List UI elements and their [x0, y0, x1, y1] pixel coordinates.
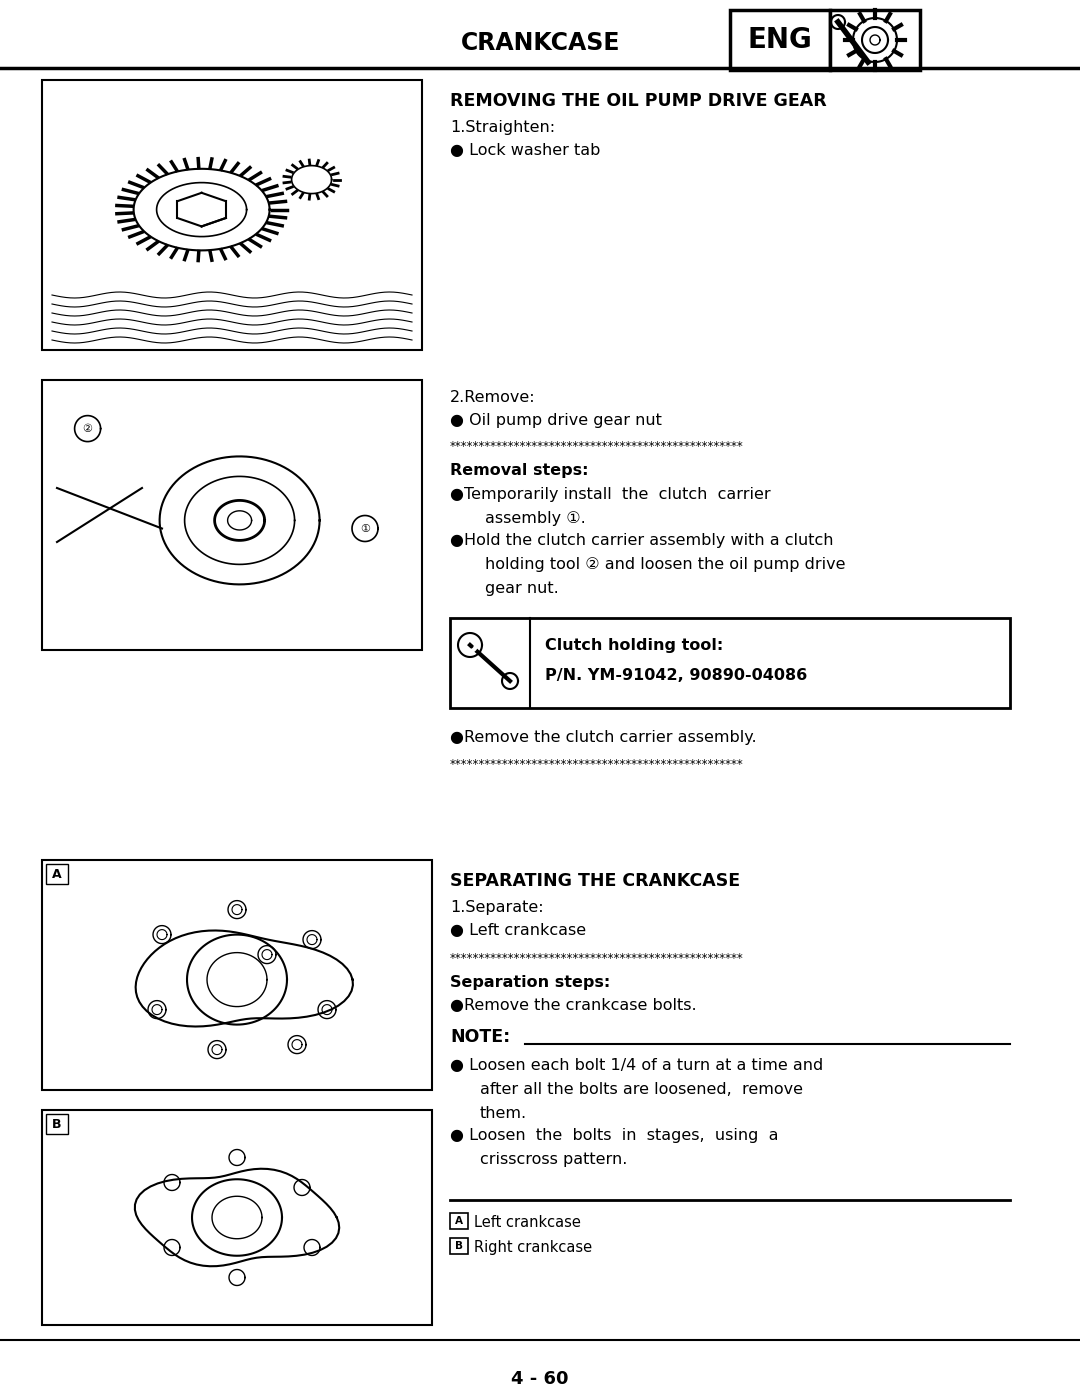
Bar — [42, 380, 422, 650]
Bar — [450, 1238, 468, 1255]
Text: CRANKCASE: CRANKCASE — [460, 31, 620, 54]
Text: ①: ① — [360, 524, 370, 534]
Text: ●Temporarily install  the  clutch  carrier: ●Temporarily install the clutch carrier — [450, 488, 771, 502]
Text: Clutch holding tool:: Clutch holding tool: — [545, 638, 724, 652]
Bar — [42, 1111, 432, 1324]
Text: holding tool ② and loosen the oil pump drive: holding tool ② and loosen the oil pump d… — [485, 557, 846, 571]
Bar — [730, 10, 831, 70]
Text: 1.Separate:: 1.Separate: — [450, 900, 543, 915]
Bar — [46, 863, 68, 884]
Text: ●Remove the crankcase bolts.: ●Remove the crankcase bolts. — [450, 997, 697, 1013]
Text: **************************************************: ****************************************… — [450, 759, 744, 771]
Text: REMOVING THE OIL PUMP DRIVE GEAR: REMOVING THE OIL PUMP DRIVE GEAR — [450, 92, 827, 110]
Text: ● Left crankcase: ● Left crankcase — [450, 923, 586, 937]
Text: NOTE:: NOTE: — [450, 1028, 510, 1046]
Text: after all the bolts are loosened,  remove: after all the bolts are loosened, remove — [480, 1083, 804, 1097]
Text: 2.Remove:: 2.Remove: — [450, 390, 536, 405]
Text: ENG: ENG — [747, 27, 812, 54]
Text: ●Remove the clutch carrier assembly.: ●Remove the clutch carrier assembly. — [450, 731, 757, 745]
Text: **************************************************: ****************************************… — [450, 951, 744, 965]
Bar — [42, 80, 422, 351]
Text: Removal steps:: Removal steps: — [450, 462, 589, 478]
Text: ●Hold the clutch carrier assembly with a clutch: ●Hold the clutch carrier assembly with a… — [450, 534, 834, 548]
Text: ● Oil pump drive gear nut: ● Oil pump drive gear nut — [450, 414, 662, 427]
Text: 4 - 60: 4 - 60 — [511, 1370, 569, 1389]
Bar — [831, 10, 920, 70]
Bar — [450, 1213, 468, 1229]
Text: 1.Straighten:: 1.Straighten: — [450, 120, 555, 136]
Text: A: A — [52, 868, 62, 880]
Text: Left crankcase: Left crankcase — [474, 1215, 581, 1229]
Text: Right crankcase: Right crankcase — [474, 1241, 592, 1255]
Bar — [42, 861, 432, 1090]
Text: ②: ② — [82, 423, 93, 433]
Text: gear nut.: gear nut. — [485, 581, 558, 597]
Text: assembly ①.: assembly ①. — [485, 511, 585, 527]
Text: A: A — [455, 1215, 463, 1227]
Text: B: B — [455, 1241, 463, 1250]
Text: ● Loosen  the  bolts  in  stages,  using  a: ● Loosen the bolts in stages, using a — [450, 1127, 779, 1143]
Text: them.: them. — [480, 1106, 527, 1120]
Text: P/N. YM-91042, 90890-04086: P/N. YM-91042, 90890-04086 — [545, 668, 807, 683]
Text: crisscross pattern.: crisscross pattern. — [480, 1153, 627, 1166]
Text: B: B — [52, 1118, 62, 1130]
Text: ● Loosen each bolt 1/4 of a turn at a time and: ● Loosen each bolt 1/4 of a turn at a ti… — [450, 1058, 823, 1073]
Text: SEPARATING THE CRANKCASE: SEPARATING THE CRANKCASE — [450, 872, 740, 890]
Bar — [46, 1113, 68, 1134]
Text: ● Lock washer tab: ● Lock washer tab — [450, 142, 600, 158]
Text: **************************************************: ****************************************… — [450, 440, 744, 453]
Bar — [450, 617, 1010, 708]
Text: Separation steps:: Separation steps: — [450, 975, 610, 990]
